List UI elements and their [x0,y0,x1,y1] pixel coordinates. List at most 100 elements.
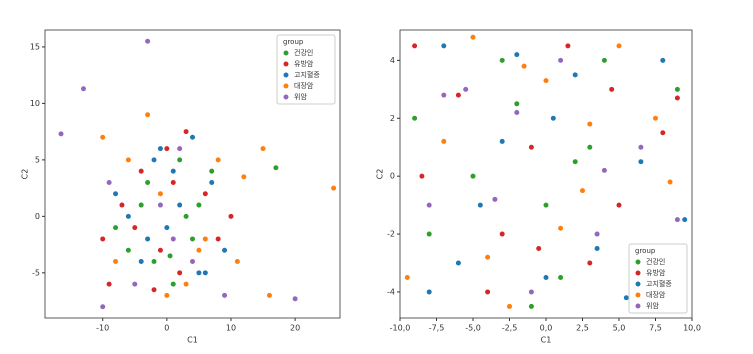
point [455,259,462,267]
point [176,201,183,209]
point [125,247,132,254]
point [221,247,228,254]
y-tick-label: -5 [32,268,40,277]
point [615,202,623,209]
point [215,235,222,243]
point [163,224,170,231]
point [106,179,113,186]
point [469,173,477,180]
point [118,201,126,209]
point [535,245,542,252]
x-tick-label: -10,0 [390,324,411,333]
point [659,129,666,136]
point [195,201,203,209]
legend-marker [634,269,642,277]
point [462,86,469,93]
point [99,235,106,243]
point [157,190,164,197]
legend-title: group [635,247,656,255]
legend-marker [282,49,290,57]
point [557,274,564,281]
point [189,235,196,243]
legend-marker [634,258,642,266]
point [176,156,183,163]
y-tick-label: 10 [30,99,40,108]
point [170,281,177,288]
y-tick-label: 4 [390,56,395,65]
point [259,145,267,152]
point [499,57,506,64]
legend-label: 위암 [294,93,307,101]
point [195,247,203,254]
point [455,92,462,99]
point [491,196,499,203]
point [170,235,177,243]
point [80,85,87,92]
point [112,190,119,197]
point [593,245,601,252]
point [234,258,241,265]
point [176,269,183,276]
legend-marker [634,302,642,310]
point [593,230,601,238]
point [138,258,145,265]
point [144,111,151,118]
point [520,63,528,70]
point [557,225,564,232]
point [550,115,557,122]
point [57,130,65,138]
x-tick-label: -5,0 [465,324,481,333]
legend-label: 건강인 [294,48,313,57]
point [292,295,299,302]
legend-label: 유방암 [646,268,666,277]
y-tick-label: -2 [387,230,395,239]
point [440,138,447,145]
point [176,145,183,152]
legend-marker [282,60,290,68]
point [166,252,174,259]
x-tick-label: 5,0 [613,324,626,333]
point [150,258,158,265]
legend-box [276,34,336,105]
legend-label: 고지혈증 [646,279,672,288]
point [138,201,145,209]
point [182,281,190,288]
point [112,224,119,231]
point [440,42,447,50]
point [477,202,484,209]
legend-label: 대장암 [646,290,666,299]
point [426,202,433,209]
point [513,109,520,116]
point [182,213,190,220]
x-tick-label: 10,0 [683,324,701,333]
point [426,288,433,296]
point [681,216,688,223]
point [208,168,215,175]
point [99,134,106,141]
point [601,57,608,64]
point [215,156,222,163]
point [150,286,158,293]
x-tick-label: 0,0 [540,324,553,333]
point [411,42,418,50]
point [106,281,113,288]
point [182,128,190,135]
y-tick-label: 2 [390,114,395,123]
x-axis-label: C1 [187,336,198,345]
y-tick-label: 0 [35,212,40,221]
x-tick-label: -7,5 [429,324,445,333]
point [528,144,535,151]
point [652,115,659,122]
legend-label: 유방암 [294,59,314,68]
x-tick-label: -10 [96,324,109,333]
legend-marker [282,82,290,90]
point [659,57,666,64]
point [542,202,550,209]
point [195,269,203,276]
point [221,292,228,299]
point [157,145,164,152]
point [112,258,119,265]
point [513,51,520,58]
point [564,42,572,50]
point [163,292,170,299]
